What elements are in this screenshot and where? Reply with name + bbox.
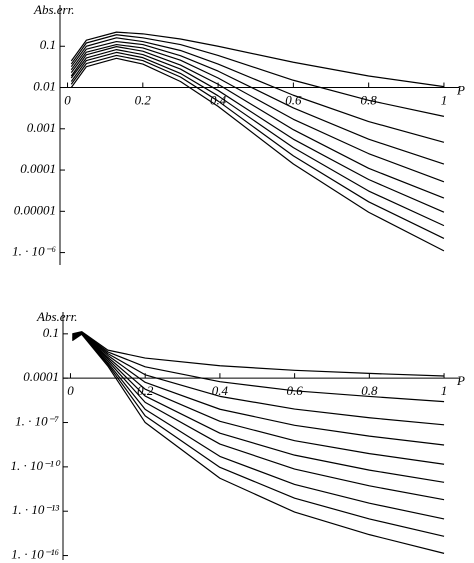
x-tick-label: 0 [67,383,74,398]
curve [70,46,445,199]
curve [72,332,445,483]
curve [70,43,445,183]
y-tick-label: 1. · 10⁻⁶ [12,244,56,259]
curve [70,31,445,88]
x-tick-label: 0.8 [361,383,378,398]
y-tick-label: 1. · 10⁻¹⁰ [11,458,61,473]
y-tick-label: 1. · 10⁻¹⁶ [11,547,59,562]
curve [72,331,445,403]
y-tick-label: 0.0001 [23,369,59,384]
x-tick-label: 0.2 [137,383,154,398]
curve [70,54,445,239]
curve [70,34,445,117]
x-tick-label: 1 [441,93,448,108]
curve [72,333,445,554]
y-axis-label: Abs.err. [33,2,74,17]
curve [72,333,445,520]
y-tick-label: 0.001 [27,120,56,135]
y-tick-label: 0.1 [40,37,56,52]
y-tick-label: 0.0001 [20,161,56,176]
y-axis-label: Abs.err. [36,309,77,324]
x-axis-label: P [456,83,465,98]
y-tick-label: 1. · 10⁻¹³ [12,502,60,517]
y-tick-label: 0.1 [43,325,59,340]
curve [70,49,445,213]
curve [70,37,445,143]
curve [70,51,445,227]
curve [72,332,445,501]
y-tick-label: 1. · 10⁻⁷ [15,414,59,429]
y-tick-label: 0.01 [33,79,56,94]
x-tick-label: 0 [64,93,71,108]
x-tick-label: 0.2 [135,93,152,108]
curve [70,40,445,165]
x-axis-label: P [456,373,465,388]
y-tick-label: 0.00001 [14,202,56,217]
curve [70,57,445,252]
curve [72,333,445,537]
x-tick-label: 0.4 [212,383,229,398]
x-tick-label: 1 [441,383,448,398]
